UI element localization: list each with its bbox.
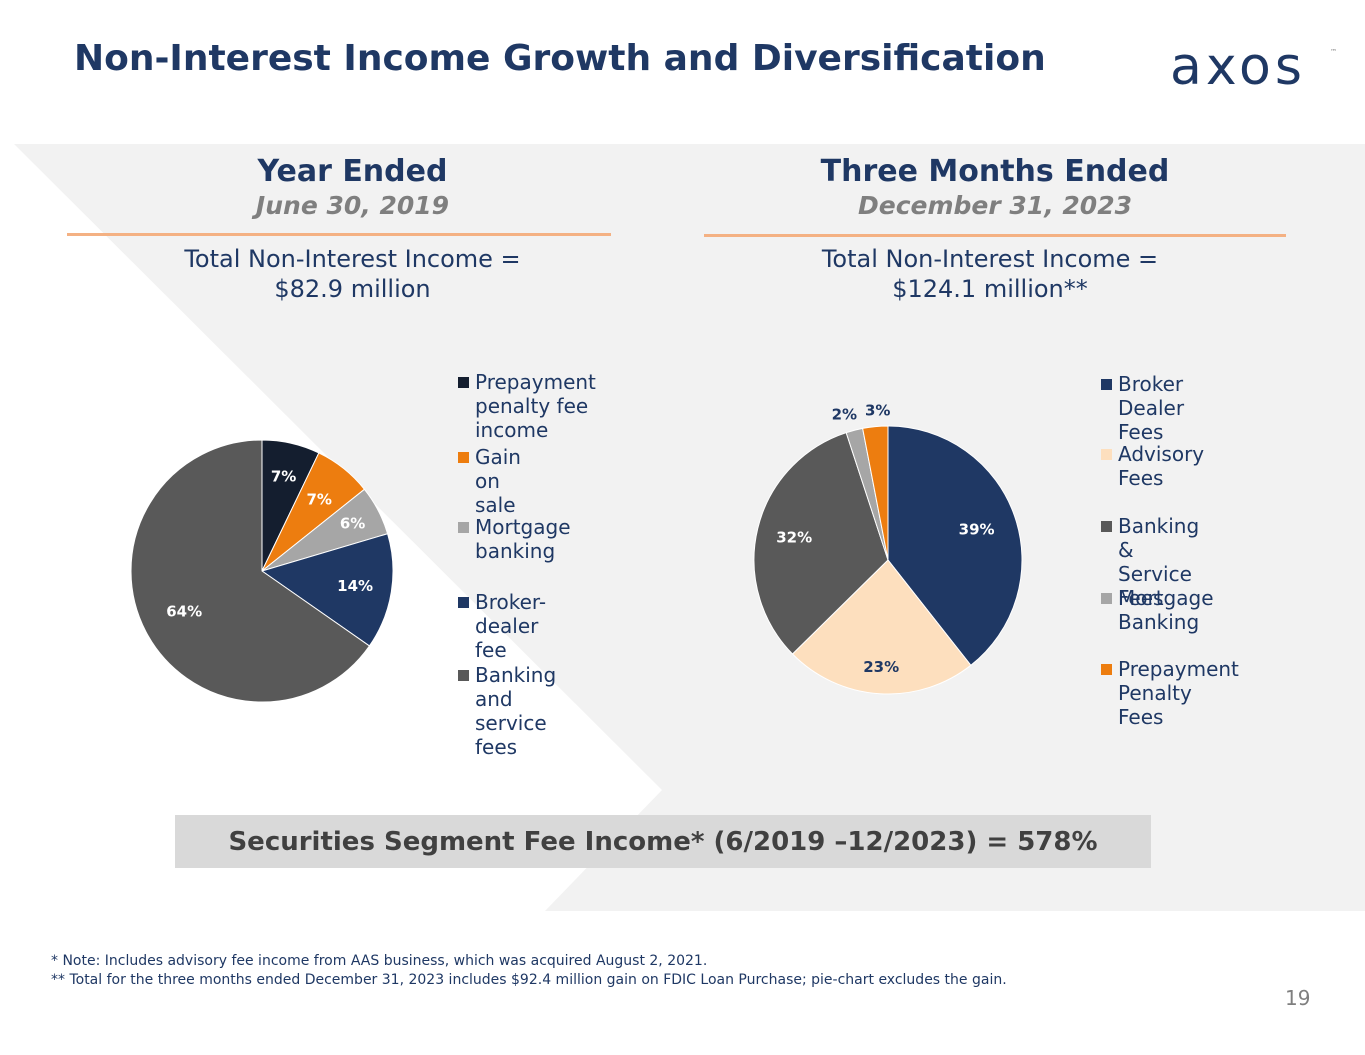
legend-swatch: [1101, 593, 1112, 604]
left-divider: [67, 233, 611, 236]
logo-trademark: ™: [1330, 48, 1337, 56]
legend-label: Broker-dealer fee: [475, 590, 546, 662]
left-subheading: June 30, 2019: [255, 191, 450, 220]
legend-label-line: Banking and: [475, 663, 557, 711]
pie-slice-banking-and-service-fees: [130, 439, 371, 703]
legend-item: Banking and service fees: [458, 663, 556, 759]
legend-label-line: penalty fee: [475, 394, 589, 418]
right-subheading: December 31, 2023: [858, 191, 1132, 220]
legend-label-line: Mortgage: [1118, 586, 1214, 610]
legend-label-line: Broker-dealer: [475, 590, 547, 638]
legend-item: Gain on sale: [458, 445, 521, 517]
left-heading-block: Year Ended June 30, 2019: [70, 155, 635, 223]
legend-item: Broker Dealer Fees: [1101, 372, 1184, 444]
pie-label: 7%: [306, 490, 331, 508]
legend-swatch: [458, 452, 469, 463]
legend-label-line: Gain on sale: [475, 445, 521, 517]
legend-item: Mortgage Banking: [1101, 586, 1214, 634]
page-title: Non-Interest Income Growth and Diversifi…: [74, 38, 1046, 79]
legend-label: Advisory Fees: [1118, 442, 1204, 490]
legend-label: Gain on sale: [475, 445, 521, 517]
legend-swatch: [458, 377, 469, 388]
right-divider: [704, 234, 1286, 237]
left-heading: Year Ended: [257, 154, 448, 189]
right-heading: Three Months Ended: [820, 154, 1170, 189]
legend-swatch: [1101, 521, 1112, 532]
legend-swatch: [458, 522, 469, 533]
pie-slice-broker-dealer-fee: [260, 533, 394, 647]
legend-item: Banking & Service Fees: [1101, 514, 1199, 610]
legend-item: Advisory Fees: [1101, 442, 1204, 490]
legend-label-line: Banking: [1118, 610, 1200, 634]
legend-label: Banking and service fees: [475, 663, 556, 759]
footnote-1: * Note: Includes advisory fee income fro…: [51, 953, 708, 969]
legend-label-line: service fees: [475, 711, 547, 759]
pie-label: 32%: [776, 528, 812, 546]
left-total-line2: $82.9 million: [274, 275, 431, 303]
legend-label-line: Banking &: [1118, 514, 1200, 562]
pie-label: 64%: [166, 603, 202, 621]
legend-label-line: income: [475, 418, 549, 442]
legend-swatch: [1101, 449, 1112, 460]
axos-logo: axos ™: [1170, 37, 1337, 96]
right-heading-block: Three Months Ended December 31, 2023: [705, 155, 1285, 223]
legend-label: Prepayment Penalty Fees: [1118, 657, 1239, 729]
legend-swatch: [1101, 379, 1112, 390]
legend-swatch: [458, 597, 469, 608]
legend-swatch: [1101, 664, 1112, 675]
footnote-2: ** Total for the three months ended Dece…: [51, 972, 1007, 988]
legend-item: Mortgage banking: [458, 515, 571, 563]
legend-label: Broker Dealer Fees: [1118, 372, 1184, 444]
securities-fee-banner: Securities Segment Fee Income* (6/2019 –…: [175, 815, 1151, 868]
legend-label: Banking & Service Fees: [1118, 514, 1199, 610]
pie-label: 39%: [959, 520, 995, 538]
page-number: 19: [1285, 986, 1311, 1010]
pie-slice-advisory-fees: [791, 559, 972, 695]
pie-label: 7%: [271, 468, 296, 486]
legend-label-line: Prepayment: [1118, 657, 1239, 681]
legend-label: Mortgage banking: [475, 515, 571, 563]
legend-label-line: Penalty Fees: [1118, 681, 1192, 729]
legend-label-line: banking: [475, 539, 556, 563]
legend-label-line: Mortgage: [475, 515, 571, 539]
legend-label: Prepayment penalty fee income: [475, 370, 596, 442]
right-total-line2: $124.1 million**: [892, 275, 1088, 303]
footnotes: * Note: Includes advisory fee income fro…: [51, 952, 1007, 990]
pie-slice-banking-service-fees: [753, 432, 889, 655]
pie-slice-prepayment-penalty-fees: [862, 425, 889, 561]
left-total-line1: Total Non-Interest Income =: [184, 245, 521, 273]
right-total-line1: Total Non-Interest Income =: [821, 245, 1159, 273]
legend-item: Prepayment Penalty Fees: [1101, 657, 1239, 729]
legend-label-line: Broker Dealer: [1118, 372, 1185, 420]
legend-swatch: [458, 670, 469, 681]
pie-slice-broker-dealer-fees: [887, 425, 1023, 667]
legend-label-line: fee: [475, 638, 507, 662]
pie-chart-2023: 39% 23% 32% 2% 3%: [753, 402, 1023, 695]
legend-label-line: Prepayment: [475, 370, 596, 394]
background-panel: [14, 144, 1365, 911]
legend-label-line: Advisory Fees: [1118, 442, 1205, 490]
pie-label: 6%: [340, 515, 365, 533]
pie-chart-2019: 7% 7% 6% 14% 64%: [130, 439, 394, 703]
pie-label: 14%: [337, 577, 373, 595]
pie-label: 23%: [863, 658, 899, 676]
pie-label: 3%: [865, 402, 890, 420]
legend-item: Prepayment penalty fee income: [458, 370, 596, 442]
legend-label-line: Fees: [1118, 420, 1164, 444]
legend-item: Broker-dealer fee: [458, 590, 546, 662]
pie-label: 2%: [832, 406, 857, 424]
right-total: Total Non-Interest Income = $124.1 milli…: [705, 244, 1275, 304]
logo-text: axos: [1170, 37, 1306, 96]
legend-label: Mortgage Banking: [1118, 586, 1214, 634]
legend-label-line: Service Fees: [1118, 562, 1192, 610]
left-total: Total Non-Interest Income = $82.9 millio…: [70, 244, 635, 304]
